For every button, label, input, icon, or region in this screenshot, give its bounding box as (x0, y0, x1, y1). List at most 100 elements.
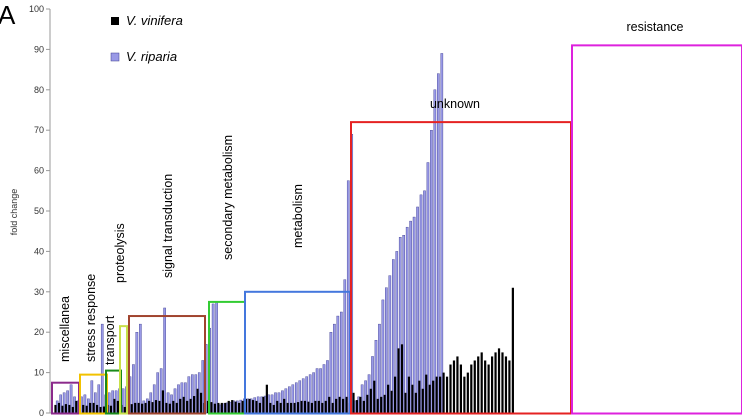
bar-v-riparia (433, 89, 437, 414)
bar-v-vinifera (276, 400, 279, 413)
bar-v-vinifera (484, 360, 487, 413)
bar-v-riparia (139, 323, 142, 414)
bar-v-vinifera (393, 376, 397, 413)
bar-v-vinifera (452, 360, 456, 413)
bar-v-vinifera (338, 396, 341, 413)
bar-v-vinifera (290, 402, 293, 413)
bar-v-vinifera (151, 402, 154, 413)
bar-v-vinifera (504, 356, 508, 413)
bar-v-vinifera (199, 392, 203, 413)
bar-v-vinifera (407, 376, 411, 413)
bar-v-vinifera (387, 384, 390, 413)
bar-v-vinifera (168, 403, 171, 413)
bar-v-vinifera (324, 400, 327, 413)
bar-v-vinifera (321, 402, 324, 413)
y-tick-label: 40 (34, 246, 44, 256)
y-tick-label: 50 (34, 206, 44, 216)
bar-v-vinifera (459, 364, 463, 413)
bar-v-vinifera (397, 348, 400, 413)
bar-v-vinifera (57, 402, 61, 413)
y-tick-label: 20 (34, 327, 44, 337)
bar-v-vinifera (238, 402, 241, 413)
bar-v-vinifera (366, 394, 369, 413)
bar-v-riparia (215, 301, 218, 414)
group-label: signal transduction (161, 174, 175, 278)
bar-v-vinifera (477, 356, 480, 413)
bar-v-vinifera (213, 403, 216, 413)
bar-v-vinifera (352, 392, 355, 413)
bar-v-vinifera (54, 404, 57, 413)
bar-v-vinifera (99, 406, 102, 413)
bar-v-vinifera (400, 344, 404, 413)
y-tick-label: 90 (34, 44, 44, 54)
bar-v-riparia (419, 194, 423, 414)
bar-v-vinifera (224, 402, 227, 413)
bar-v-vinifera (92, 402, 95, 413)
bar-v-vinifera (265, 384, 268, 413)
bar-v-vinifera (355, 400, 359, 413)
bar-v-vinifera (425, 374, 428, 413)
bar-v-vinifera (293, 402, 296, 413)
bar-v-vinifera (373, 380, 376, 413)
bar-v-vinifera (113, 398, 116, 413)
group-label: proteolysis (113, 223, 127, 283)
bar-v-vinifera (269, 402, 272, 413)
bar-v-vinifera (196, 388, 199, 413)
bar-v-vinifera (75, 400, 78, 413)
y-tick-label: 0 (39, 408, 44, 417)
bar-v-vinifera (463, 376, 466, 413)
bar-v-vinifera (331, 402, 334, 413)
bar-v-vinifera (258, 402, 262, 413)
bar-v-vinifera (511, 287, 514, 413)
bar-v-vinifera (421, 388, 424, 413)
bar-v-vinifera (362, 400, 365, 413)
bar-v-vinifera (137, 402, 140, 413)
bar-v-vinifera (310, 402, 314, 413)
bar-v-vinifera (376, 398, 379, 413)
group-label: unknown (430, 97, 480, 111)
group-label: transport (103, 315, 117, 365)
legend: V. vinifera V. riparia (110, 13, 183, 64)
bar-v-vinifera (286, 402, 289, 413)
bar-v-vinifera (380, 396, 383, 413)
bar-v-vinifera (220, 402, 223, 413)
bar-v-vinifera (272, 404, 275, 413)
bar-v-vinifera (307, 401, 310, 413)
bar-v-vinifera (369, 388, 372, 413)
bar-v-vinifera (68, 404, 71, 413)
bar-v-vinifera (480, 352, 483, 413)
bar-v-vinifera (71, 406, 74, 413)
bar-v-vinifera (473, 360, 476, 413)
bar-v-vinifera (435, 376, 438, 413)
y-tick-label: 100 (29, 4, 44, 14)
bar-v-vinifera (494, 352, 497, 413)
bar-v-vinifera (466, 372, 469, 413)
bar-v-vinifera (227, 400, 230, 413)
bar-v-vinifera (442, 372, 445, 413)
bar-v-riparia (430, 129, 433, 414)
bar-v-vinifera (186, 400, 189, 413)
bar-v-vinifera (89, 402, 92, 413)
bar-v-vinifera (217, 402, 220, 413)
bar-v-vinifera (470, 364, 473, 413)
bar-v-vinifera (165, 402, 168, 413)
y-tick-label: 60 (34, 166, 44, 176)
bar-v-vinifera (64, 404, 67, 413)
bar-v-vinifera (134, 402, 137, 413)
bar-v-vinifera (193, 396, 196, 413)
bar-v-vinifera (95, 404, 99, 413)
bar-v-vinifera (85, 405, 88, 413)
bar-v-vinifera (82, 404, 85, 413)
bar-v-vinifera (411, 384, 414, 413)
bar-v-vinifera (279, 402, 282, 413)
bar-v-vinifera (359, 396, 362, 413)
bar-v-vinifera (172, 400, 175, 413)
panel-label: A (0, 0, 16, 30)
y-axis-title: fold change (9, 189, 19, 236)
bar-v-vinifera (154, 400, 158, 413)
group-label: metabolism (291, 184, 305, 248)
bar-v-vinifera (303, 400, 307, 413)
bar-v-vinifera (141, 403, 144, 413)
bar-v-vinifera (296, 402, 300, 413)
